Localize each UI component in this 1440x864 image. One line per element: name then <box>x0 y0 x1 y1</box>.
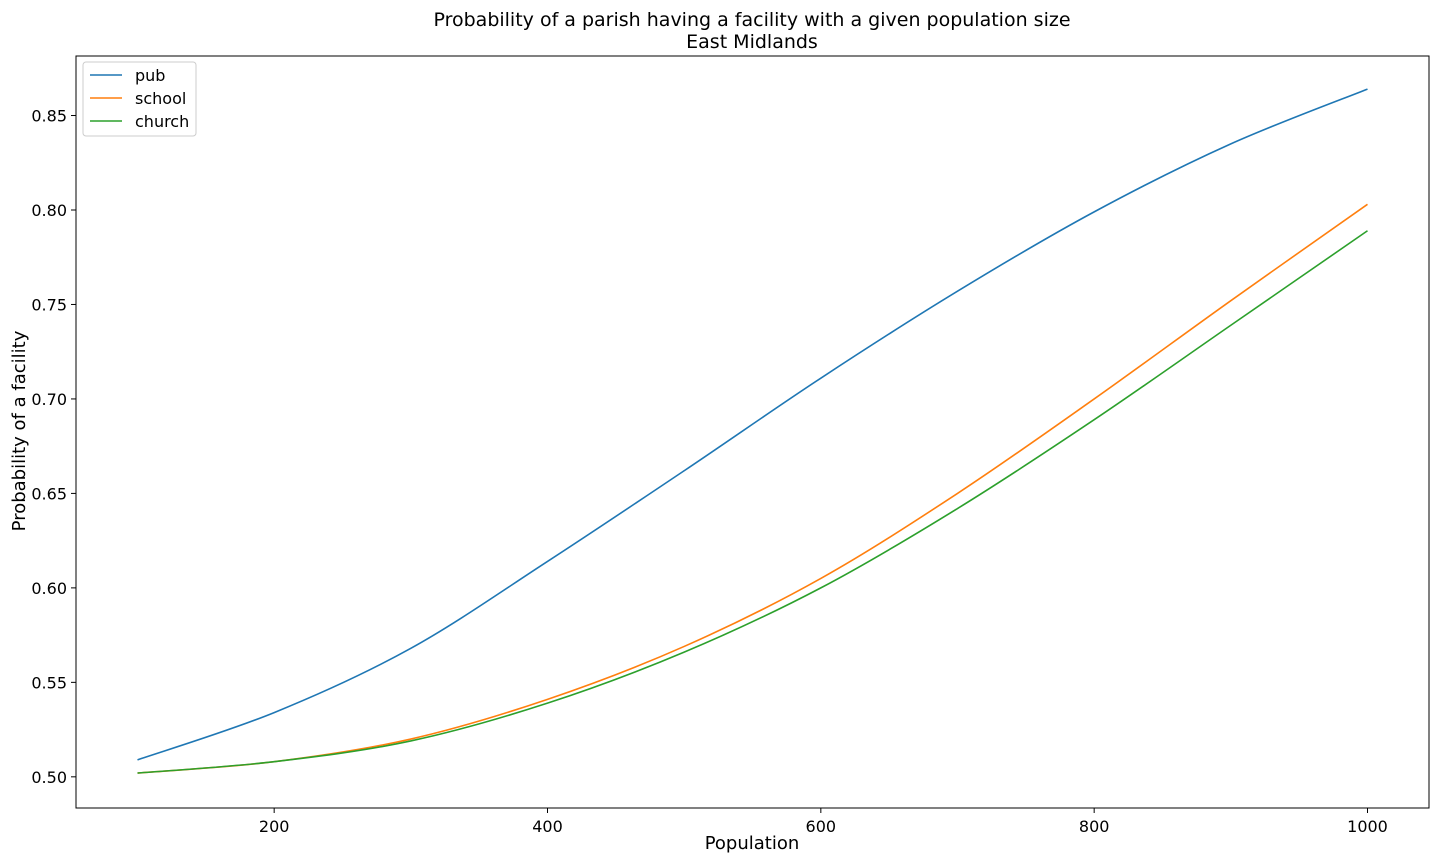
y-axis-ticks: 0.50 0.55 0.60 0.65 0.70 0.75 0.80 0.85 <box>31 107 76 787</box>
y-tick-label: 0.60 <box>31 579 67 598</box>
x-tick-label: 1000 <box>1347 817 1388 836</box>
legend-label-church: church <box>135 112 189 131</box>
y-tick-label: 0.50 <box>31 768 67 787</box>
chart-title: Probability of a parish having a facilit… <box>433 9 1070 31</box>
y-tick-label: 0.85 <box>31 107 67 126</box>
series-lines <box>137 88 1368 774</box>
legend-label-pub: pub <box>135 66 165 85</box>
x-tick-label: 200 <box>259 817 290 836</box>
x-tick-label: 800 <box>1079 817 1110 836</box>
y-axis-label: Probability of a facility <box>9 330 30 531</box>
y-tick-label: 0.65 <box>31 484 67 503</box>
series-line-church <box>137 230 1368 774</box>
legend-box <box>82 61 197 137</box>
y-tick-label: 0.70 <box>31 390 67 409</box>
x-tick-label: 400 <box>532 817 563 836</box>
series-line-school <box>137 203 1368 774</box>
y-tick-label: 0.75 <box>31 295 67 314</box>
x-axis-label: Population <box>705 833 800 854</box>
series-line-pub <box>137 88 1368 761</box>
x-axis-ticks: 200 400 600 800 1000 <box>259 808 1388 836</box>
legend: pub school church <box>82 61 197 137</box>
y-tick-label: 0.80 <box>31 201 67 220</box>
plot-frame <box>75 55 1430 809</box>
y-tick-label: 0.55 <box>31 673 67 692</box>
legend-label-school: school <box>135 89 186 108</box>
chart-subtitle: East Midlands <box>686 31 818 53</box>
x-tick-label: 600 <box>806 817 837 836</box>
